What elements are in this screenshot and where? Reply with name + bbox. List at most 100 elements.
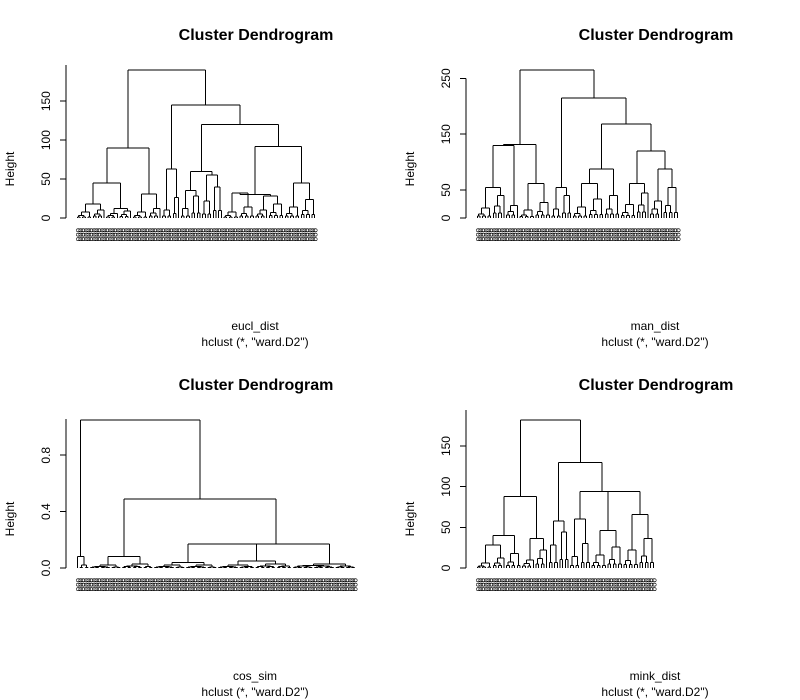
leaf-label: ooo — [609, 577, 618, 591]
leaf-label: ooo — [113, 227, 122, 241]
leaf-label: ooo — [561, 577, 570, 591]
leaf-label: ooo — [151, 577, 160, 591]
leaf-label: ooo — [185, 577, 194, 591]
leaf-label: ooo — [105, 577, 114, 591]
leaf-label: ooo — [561, 227, 570, 241]
leaf-label: ooo — [508, 227, 517, 241]
leaf-label: ooo — [276, 227, 285, 241]
leaf-label: ooo — [644, 227, 653, 241]
leaf-label: ooo — [84, 577, 93, 591]
method-label: hclust (*, "ward.D2") — [601, 335, 708, 349]
leaf-label: ooo — [79, 577, 88, 591]
leaf-label: ooo — [527, 577, 536, 591]
leaf-label: ooo — [497, 227, 506, 241]
leaf-label: ooo — [89, 227, 98, 241]
leaf-label: ooo — [81, 227, 90, 241]
leaf-label: ooo — [183, 577, 192, 591]
leaf-label: ooo — [580, 227, 589, 241]
leaf-label: ooo — [300, 577, 309, 591]
leaf-label: ooo — [625, 577, 634, 591]
leaf-label: ooo — [583, 227, 592, 241]
leaf-label: ooo — [585, 227, 594, 241]
y-tick-label: 100 — [39, 130, 53, 150]
leaf-label: ooo — [313, 577, 322, 591]
leaf-label: ooo — [292, 227, 301, 241]
leaf-label: ooo — [116, 577, 125, 591]
leaf-label: ooo — [119, 227, 128, 241]
leaf-label: ooo — [652, 227, 661, 241]
leaf-label: ooo — [279, 577, 288, 591]
leaf-label: ooo — [500, 577, 509, 591]
y-axis-label: Height — [3, 501, 17, 536]
leaf-label: ooo — [239, 577, 248, 591]
leaf-label: ooo — [612, 577, 621, 591]
leaf-label: ooo — [95, 227, 104, 241]
leaf-label: ooo — [665, 227, 674, 241]
leaf-label: ooo — [604, 577, 613, 591]
leaf-label: ooo — [145, 227, 154, 241]
leaf-label: ooo — [223, 577, 232, 591]
leaf-label: ooo — [599, 577, 608, 591]
leaf-label: ooo — [289, 577, 298, 591]
leaf-label: ooo — [239, 227, 248, 241]
leaf-label: ooo — [564, 577, 573, 591]
leaf-label: ooo — [583, 577, 592, 591]
leaf-label: ooo — [524, 577, 533, 591]
leaf-label: ooo — [281, 577, 290, 591]
leaf-label: ooo — [305, 227, 314, 241]
y-tick-label: 0 — [439, 214, 453, 221]
leaf-label: ooo — [495, 227, 504, 241]
leaf-label: ooo — [644, 577, 653, 591]
leaf-label: ooo — [273, 227, 282, 241]
leaf-label: ooo — [249, 577, 258, 591]
leaf-label: ooo — [188, 227, 197, 241]
leaf-label: ooo — [223, 227, 232, 241]
leaf-label: ooo — [473, 577, 482, 591]
leaf-label: ooo — [73, 577, 82, 591]
leaf-label: ooo — [196, 577, 205, 591]
leaf-label: ooo — [108, 227, 117, 241]
leaf-label: ooo — [97, 577, 106, 591]
y-tick-label: 250 — [439, 68, 453, 88]
leaf-label: ooo — [225, 227, 234, 241]
chart-title: Cluster Dendrogram — [179, 377, 334, 394]
leaf-label: ooo — [673, 227, 682, 241]
leaf-label: ooo — [247, 577, 256, 591]
leaf-label: ooo — [236, 227, 245, 241]
leaf-label: ooo — [511, 227, 520, 241]
leaf-label: ooo — [575, 227, 584, 241]
leaf-label: ooo — [159, 227, 168, 241]
y-tick-label: 0.4 — [39, 503, 53, 520]
leaf-label: ooo — [599, 227, 608, 241]
leaf-label: ooo — [548, 227, 557, 241]
leaf-label: ooo — [273, 577, 282, 591]
leaf-label: ooo — [612, 227, 621, 241]
leaf-label: ooo — [87, 227, 96, 241]
leaf-label: ooo — [303, 227, 312, 241]
leaf-label: ooo — [295, 577, 304, 591]
leaf-label: ooo — [164, 227, 173, 241]
leaf-label: ooo — [73, 227, 82, 241]
leaf-label: ooo — [551, 227, 560, 241]
leaf-label: ooo — [79, 227, 88, 241]
leaf-label: ooo — [545, 577, 554, 591]
leaf-label: ooo — [311, 577, 320, 591]
leaf-label: ooo — [172, 577, 181, 591]
leaf-label: ooo — [257, 227, 266, 241]
leaf-labels: oooooooooooooooooooooooooooooooooooooooo… — [73, 227, 319, 241]
leaf-label: ooo — [340, 577, 349, 591]
leaf-label: ooo — [479, 577, 488, 591]
leaf-label: ooo — [196, 227, 205, 241]
leaf-label: ooo — [473, 227, 482, 241]
leaf-label: ooo — [337, 577, 346, 591]
leaf-label: ooo — [151, 227, 160, 241]
leaf-label: ooo — [233, 577, 242, 591]
leaf-label: ooo — [284, 227, 293, 241]
leaf-label: ooo — [265, 227, 274, 241]
leaf-label: ooo — [252, 227, 261, 241]
leaf-label: ooo — [260, 577, 269, 591]
leaf-label: ooo — [228, 227, 237, 241]
leaf-label: ooo — [492, 577, 501, 591]
dendrogram-panel-4: Cluster Dendrogram 0 50 100 150 Height mink_di… — [403, 377, 733, 699]
leaf-label: ooo — [519, 577, 528, 591]
